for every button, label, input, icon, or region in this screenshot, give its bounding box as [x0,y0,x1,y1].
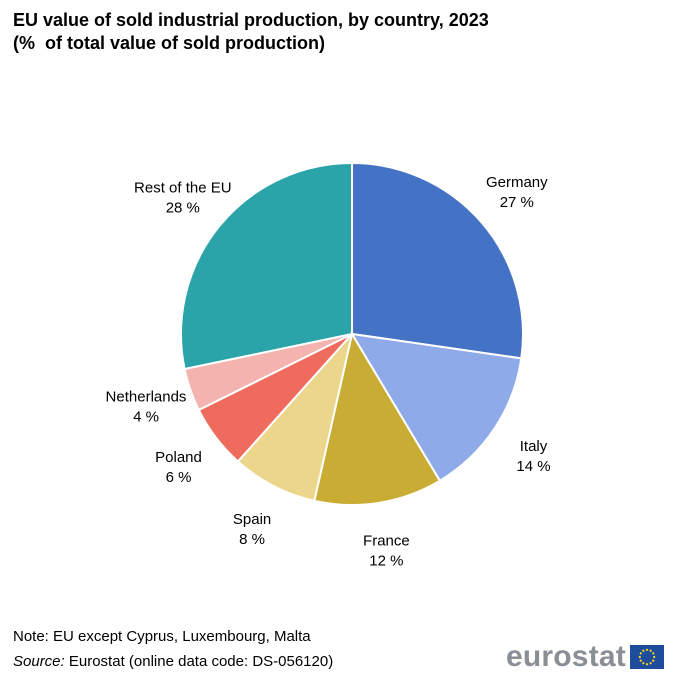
pie-slice-france[interactable] [313,333,441,506]
slice-value-label: 12 % [369,552,403,569]
source-label: Source: [13,653,65,670]
slice-label-france: France 12 % [363,532,410,569]
eu-star-icon [645,663,649,666]
eu-star-icon [652,652,655,655]
eu-star-icon [645,648,649,651]
slice-category-label: Poland [155,449,202,466]
eu-star-icon [649,649,652,652]
slice-label-rest-of-the-eu: Rest of the EU 28 % [134,180,232,217]
eu-star-icon [639,659,642,662]
eu-flag-background [629,645,664,669]
slice-label-italy: Italy 14 % [516,438,550,475]
slice-value-label: 6 % [166,469,192,486]
slice-value-label: 14 % [516,458,550,475]
source-text: Eurostat (online data code: DS-056120) [64,653,334,670]
slice-label-spain: Spain 8 % [233,511,271,548]
eu-star-icon [639,652,642,655]
eu-flag-stars [638,648,656,666]
slice-category-label: Rest of the EU [134,180,232,197]
chart-title: EU value of sold industrial production, … [13,9,683,55]
pie-slice-rest-of-the-eu[interactable] [180,162,353,371]
source-line: Source: Eurostat (online data code: DS-0… [13,653,333,670]
pie-labels: Germany 27 % Italy 14 % France 12 % Spain 8 % Po… [106,174,551,569]
eu-star-icon [649,662,652,665]
slice-label-netherlands: Netherlands 4 % [106,388,187,425]
slice-value-label: 28 % [166,200,200,217]
slice-category-label: France [363,532,410,549]
slice-label-germany: Germany 27 % [486,174,548,211]
eu-star-icon [638,655,641,659]
eurostat-wordmark: eurostat [506,640,626,673]
chart-title-line1: EU value of sold industrial production, … [13,10,489,30]
slice-value-label: 4 % [133,408,159,425]
eu-star-icon [642,662,645,665]
eurostat-logo: eurostat [506,642,664,672]
slice-category-label: Netherlands [106,388,187,405]
footnote: Note: EU except Cyprus, Luxembourg, Malt… [13,628,311,645]
chart-subtitle: (% of total value of sold production) [13,33,325,53]
slice-category-label: Spain [233,511,271,528]
eu-star-icon [653,655,656,659]
eu-star-icon [642,649,645,652]
pie-slices [180,162,524,506]
eu-star-icon [652,659,655,662]
slice-label-poland: Poland 6 % [155,449,202,486]
slice-value-label: 27 % [500,194,534,211]
pie-slice-italy[interactable] [351,333,523,482]
slice-value-label: 8 % [239,531,265,548]
pie-slice-germany[interactable] [351,162,524,360]
slice-category-label: Italy [520,438,548,455]
eu-flag-icon [629,645,664,669]
slice-category-label: Germany [486,174,548,191]
